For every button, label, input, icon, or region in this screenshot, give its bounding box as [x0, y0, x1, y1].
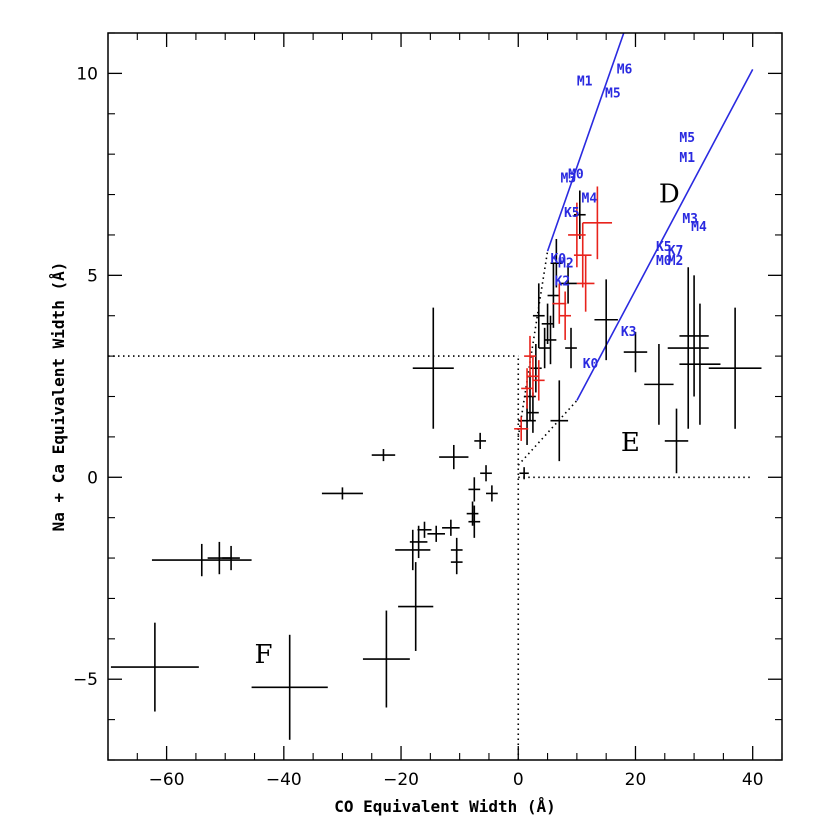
data-point: [644, 343, 674, 425]
data-point: [552, 283, 567, 324]
data-point: [594, 279, 618, 361]
data-point: [468, 477, 481, 502]
dotted-boundary-line-5: [517, 250, 549, 438]
data-point: [251, 634, 328, 740]
data-point: [362, 610, 410, 708]
spectral-type-label: M4: [691, 220, 707, 235]
data-point: [541, 303, 554, 344]
data-point: [412, 307, 454, 429]
data-point: [708, 307, 762, 429]
data-point: [417, 521, 432, 538]
region-label-e: E: [621, 428, 640, 458]
spectral-type-label: M3: [682, 212, 698, 227]
data-point: [439, 444, 469, 470]
data-point: [532, 283, 545, 349]
spectral-type-label: M6: [617, 62, 633, 77]
data-point: [544, 315, 557, 365]
spectral-type-label: K3: [621, 325, 637, 340]
spectral-type-label: M2: [668, 254, 684, 269]
data-point: [409, 525, 428, 559]
y-axis-title: Na + Ca Equivalent Width (Å): [49, 262, 68, 532]
data-point: [679, 275, 709, 397]
spectral-type-label: M5: [605, 87, 621, 102]
data-point: [524, 335, 536, 377]
x-tick-label: −60: [149, 770, 185, 790]
data-point: [565, 327, 577, 369]
axis-ticks: −60 −40 −20 0 20 40 −5 0 5 10: [73, 32, 783, 790]
spectral-type-label: K0: [550, 252, 566, 267]
data-point: [559, 263, 577, 304]
data-point: [450, 549, 463, 575]
data-point: [623, 331, 648, 373]
data-point: [667, 267, 709, 429]
spectral-type-label: K2: [555, 274, 571, 289]
spectral-type-label: M3: [560, 171, 576, 186]
y-tick-label: 0: [87, 468, 98, 488]
data-point: [559, 291, 572, 340]
data-point: [486, 485, 498, 502]
y-tick-label: 10: [76, 64, 98, 84]
spectral-type-label: K5: [564, 206, 580, 221]
spectral-type-label: M1: [679, 151, 695, 166]
data-point: [527, 392, 539, 433]
data-point: [398, 562, 434, 651]
x-tick-label: 0: [513, 770, 524, 790]
data-point: [468, 505, 481, 538]
data-point: [442, 519, 460, 536]
data-point: [679, 303, 721, 425]
data-point: [395, 529, 431, 571]
data-point: [532, 360, 545, 401]
data-point: [110, 622, 199, 712]
data-point: [573, 190, 586, 239]
x-tick-label: 20: [625, 770, 647, 790]
dwarf-sequence-line-0: [546, 32, 625, 252]
data-point: [582, 186, 613, 260]
data-point: [427, 525, 445, 542]
data-point: [576, 255, 595, 312]
data-point: [550, 380, 569, 462]
region-label-f: F: [255, 640, 273, 670]
spectral-type-label: K5: [656, 240, 672, 255]
spectral-type-label: M1: [577, 75, 593, 90]
data-point: [480, 465, 492, 482]
spectral-type-label: M5: [679, 131, 695, 146]
data-point: [519, 467, 529, 480]
data-point: [538, 327, 551, 369]
data-point: [521, 368, 533, 409]
data-point: [573, 222, 592, 288]
spectral-type-label: K0: [583, 357, 599, 372]
x-tick-label: 40: [742, 770, 764, 790]
data-point: [547, 263, 560, 328]
x-axis-title: CO Equivalent Width (Å): [334, 797, 556, 816]
data-point: [529, 343, 542, 393]
data-point: [151, 543, 252, 577]
y-tick-label: 5: [87, 266, 98, 286]
data-point: [371, 449, 396, 462]
data-point: [527, 356, 539, 397]
data-point: [514, 416, 529, 441]
y-tick-label: −5: [73, 670, 98, 690]
data-point: [550, 238, 563, 288]
data-point: [664, 408, 689, 474]
plot-area: M1M6M5M0M3M4K5K0M2K2M5M1M3M4K5K7M0M2K3K0…: [108, 32, 762, 760]
data-point: [474, 432, 487, 450]
spectral-type-label: M0: [568, 167, 584, 182]
x-tick-label: −40: [266, 770, 302, 790]
spectral-type-label: K7: [668, 244, 684, 259]
spectral-type-label: M4: [582, 192, 598, 207]
spectral-type-label: M2: [558, 256, 574, 271]
x-tick-label: −20: [383, 770, 419, 790]
data-point: [321, 487, 363, 500]
region-label-d: D: [659, 180, 680, 210]
spectral-type-label: M0: [656, 254, 672, 269]
data-point: [222, 545, 240, 571]
